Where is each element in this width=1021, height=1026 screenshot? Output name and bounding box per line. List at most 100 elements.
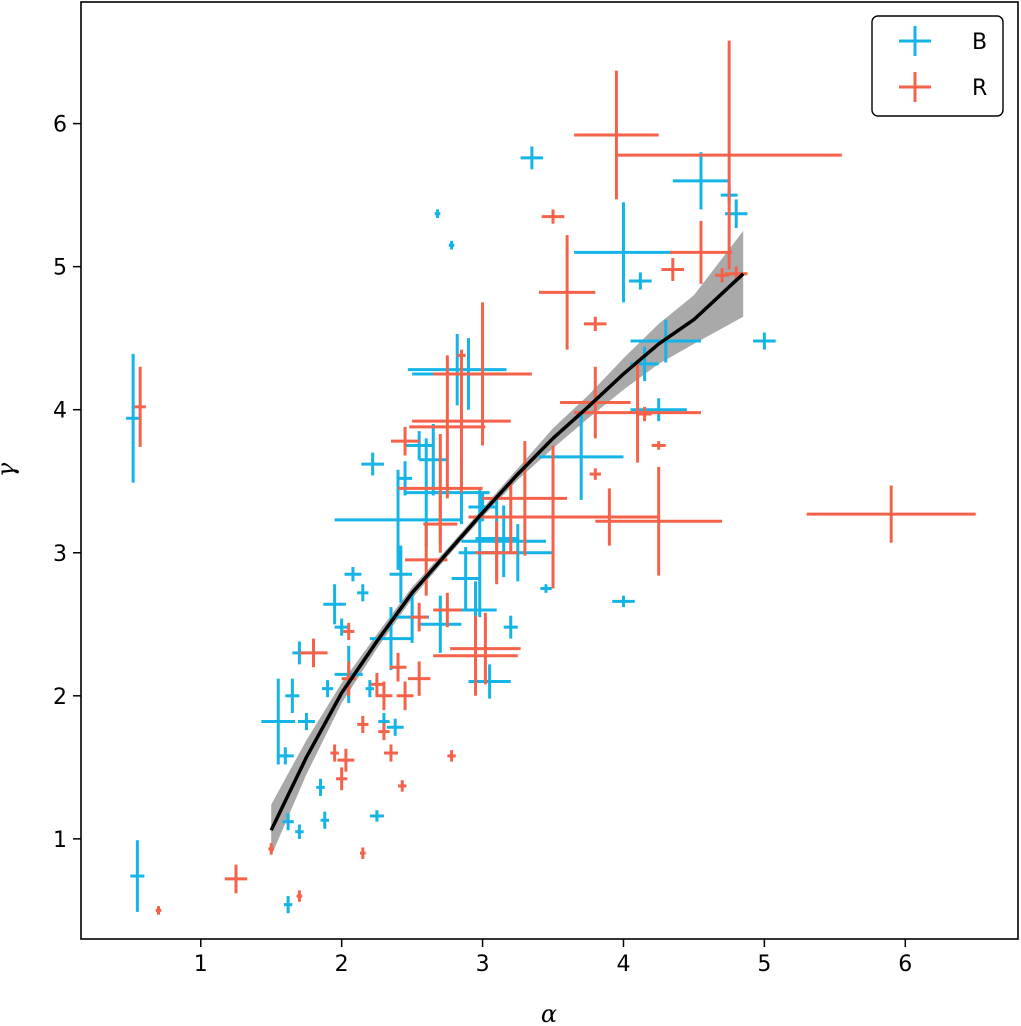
data-point-r [299,638,328,668]
data-point-b [320,811,329,829]
data-point-b [316,778,325,796]
data-point-r [637,406,652,422]
data-point-r [538,235,596,350]
plot-frame [80,1,1019,940]
data-point-b [261,678,296,765]
data-point-b [297,712,315,731]
data-point-r [433,302,532,446]
data-point-r [390,426,420,456]
y-tick-label: 1 [53,828,67,853]
data-point-b [419,595,462,653]
data-point-r [715,268,730,283]
data-point-r [330,744,339,762]
data-point-r [661,258,685,281]
data-point-r [268,843,275,855]
data-point-b [520,146,544,170]
data-point-b [540,584,552,593]
fit-line-layer [269,272,745,832]
data-point-b [398,461,413,496]
data-point-r [375,681,393,711]
y-tick-label: 2 [53,685,67,710]
data-point-r [357,715,369,734]
y-tick-label: 6 [53,113,67,138]
data-point-b [419,424,448,496]
y-axis-ticks: 1 2 3 4 5 6 [53,113,81,853]
data-point-b [629,272,652,290]
data-point-r [433,615,518,696]
y-axis-label: γ [0,462,20,477]
data-point-b [344,567,362,582]
data-point-r [296,890,303,902]
data-point-b [126,353,141,483]
legend-label-b: B [972,30,987,55]
data-point-r [574,70,659,200]
data-point-b [434,209,441,219]
data-point-r [359,847,366,859]
data-point-r [651,441,666,450]
data-point-r [595,466,723,576]
data-point-b [276,747,294,765]
data-point-b [283,896,293,914]
data-point-b [389,545,413,603]
y-tick-label: 5 [53,256,67,281]
legend-entry-b: B [899,26,987,56]
data-point-b [574,202,673,303]
data-point-b [448,240,455,250]
data-point-r [409,355,486,499]
x-tick-label: 5 [757,952,771,977]
legend-label-r: R [972,76,987,101]
x-tick-label: 1 [194,952,208,977]
series-r [134,40,976,915]
data-point-r [398,780,407,792]
data-point-r [371,672,383,696]
data-point-r [337,748,355,772]
data-point-r [389,652,407,682]
data-point-b [407,333,507,406]
data-point-b [753,332,776,350]
data-point-r [589,468,601,480]
data-point-b [361,452,384,476]
data-point-b [630,398,687,422]
data-point-b [334,618,349,636]
data-point-r [423,495,458,553]
series-b [126,146,776,914]
x-axis-ticks: 1 2 3 4 5 6 [194,939,912,977]
data-point-b [321,680,334,698]
data-point-b [369,810,384,822]
data-point-r [396,681,414,711]
fit-confidence-band-layer [271,230,744,856]
fit-line [269,272,745,832]
data-point-b [295,824,304,839]
data-point-r [560,488,659,546]
data-point-r [383,744,399,762]
data-point-b [357,584,369,602]
data-point-r [806,485,976,543]
data-point-r [616,40,842,270]
data-point-r [410,602,428,632]
data-point-b [386,718,404,736]
legend-entry-r: R [899,72,987,102]
x-tick-label: 4 [616,952,630,977]
fit-confidence-band [271,230,744,856]
data-point-b [672,152,730,210]
x-tick-label: 2 [335,952,349,977]
data-point-b [365,680,375,698]
x-axis-label: α [541,1000,557,1026]
data-point-r [541,209,565,224]
data-point-b [405,431,434,460]
data-point-b [612,595,635,608]
data-point-r [378,722,390,741]
x-tick-label: 3 [476,952,490,977]
data-point-b [130,840,145,912]
data-point-r [447,750,456,762]
data-point-r [407,661,431,696]
data-point-b [323,584,346,625]
data-point-r [433,592,462,628]
data-point-r [224,864,248,894]
y-tick-label: 3 [53,542,67,567]
data-point-r [584,316,607,332]
data-point-r [155,906,162,915]
data-point-r [450,612,521,685]
data-point-b [503,615,518,639]
